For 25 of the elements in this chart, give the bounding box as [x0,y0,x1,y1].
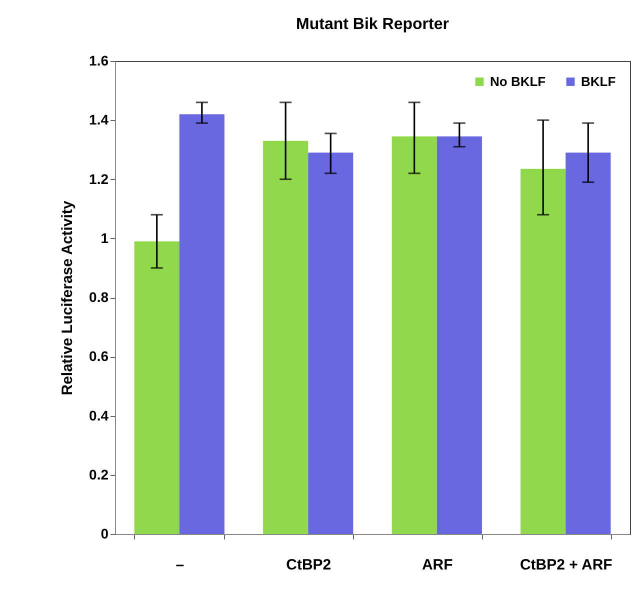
y-axis-title: Relative Luciferase Activity [59,200,76,396]
y-tick-label: 1.2 [89,170,109,187]
y-tick-label: 0.2 [89,466,109,482]
legend-label: BKLF [581,74,616,89]
chart-title: Mutant Bik Reporter [296,16,449,33]
x-tick-label: – [176,556,184,574]
bar [308,152,354,534]
bar [179,114,224,534]
bar [520,168,566,534]
y-tick-label: 1 [100,230,109,246]
y-tick-label: 1.6 [89,52,109,68]
y-tick-label: 0 [100,526,109,542]
legend-label: No BKLF [490,74,546,89]
bar [263,140,308,534]
bar [392,136,437,534]
y-tick-label: 0.8 [89,289,109,305]
y-tick-label: 1.4 [89,112,109,128]
x-tick-label: CtBP2 [286,556,332,574]
x-tick-label: ARF [422,556,453,574]
x-tick-label: CtBP2 + ARF [520,556,612,574]
bar [436,136,482,534]
y-tick-label: 0.4 [89,407,109,424]
bar [134,241,180,534]
y-tick-label: 0.6 [89,348,109,364]
bar [566,152,611,534]
